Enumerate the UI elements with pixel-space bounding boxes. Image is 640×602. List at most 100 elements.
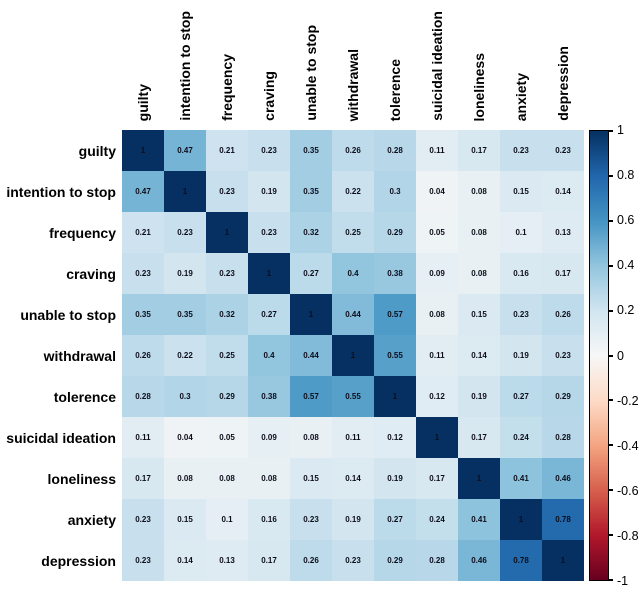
heatmap-cell: 0.23 — [500, 130, 542, 171]
row-labels: guilty intention to stop frequency craving u… — [0, 130, 116, 581]
heatmap-cell: 0.78 — [500, 540, 542, 581]
column-header-intention-to-stop: intention to stop — [164, 0, 206, 126]
heatmap-cell: 0.26 — [542, 294, 584, 335]
heatmap-cell: 0.3 — [164, 376, 206, 417]
heatmap-cell: 0.19 — [458, 376, 500, 417]
heatmap-cell: 0.35 — [122, 294, 164, 335]
heatmap-cell: 0.23 — [164, 212, 206, 253]
heatmap-cell: 0.17 — [122, 458, 164, 499]
column-header-guilty: guilty — [122, 0, 164, 126]
heatmap-cell: 0.19 — [332, 499, 374, 540]
heatmap-cell: 0.29 — [542, 376, 584, 417]
heatmap-cell: 0.47 — [164, 130, 206, 171]
column-header-unable-to-stop: unable to stop — [290, 0, 332, 126]
heatmap-cell: 0.19 — [248, 171, 290, 212]
column-headers: guilty intention to stop frequency craving u… — [122, 0, 584, 126]
colorbar-tick — [609, 534, 613, 537]
heatmap-cell: 0.16 — [500, 253, 542, 294]
row-label-withdrawal: withdrawal — [43, 347, 116, 364]
heatmap-cell: 0.05 — [416, 212, 458, 253]
heatmap-cell: 0.23 — [122, 540, 164, 581]
colorbar-tick-label: 0.2 — [617, 303, 635, 318]
column-header-label: suicidal ideation — [429, 11, 445, 121]
heatmap-cell: 0.23 — [500, 294, 542, 335]
heatmap-cell: 0.11 — [122, 417, 164, 458]
heatmap-cell: 0.55 — [332, 376, 374, 417]
column-header-frequency: frequency — [206, 0, 248, 126]
column-header-depression: depression — [542, 0, 584, 126]
column-header-label: loneliness — [471, 52, 487, 121]
heatmap-cell: 0.05 — [206, 417, 248, 458]
heatmap-cell: 0.14 — [458, 335, 500, 376]
heatmap-cell: 0.28 — [542, 417, 584, 458]
colorbar-tick-label: -0.8 — [617, 528, 639, 543]
column-header-label: withdrawal — [345, 48, 361, 121]
column-header-label: tolerence — [387, 58, 403, 121]
heatmap-cell: 0.15 — [458, 294, 500, 335]
heatmap-cell: 0.26 — [122, 335, 164, 376]
heatmap-cell: 0.23 — [248, 130, 290, 171]
heatmap-cell: 0.32 — [290, 212, 332, 253]
heatmap-cell: 0.15 — [500, 171, 542, 212]
heatmap-cell: 0.12 — [374, 417, 416, 458]
row-label-guilty: guilty — [78, 142, 116, 159]
heatmap-cell: 0.14 — [542, 171, 584, 212]
heatmap-cell: 0.08 — [458, 212, 500, 253]
heatmap-cell: 1 — [416, 417, 458, 458]
column-header-label: depression — [555, 46, 571, 121]
heatmap-cell: 0.04 — [416, 171, 458, 212]
heatmap-cell: 0.32 — [206, 294, 248, 335]
colorbar-tick — [609, 444, 613, 447]
row-label-depression: depression — [41, 552, 116, 569]
heatmap-cell: 0.57 — [290, 376, 332, 417]
row-label-craving: craving — [66, 265, 116, 282]
heatmap-cell: 1 — [206, 212, 248, 253]
heatmap-cell: 0.23 — [332, 540, 374, 581]
colorbar-tick-label: 1 — [617, 123, 624, 137]
heatmap-cell: 0.21 — [122, 212, 164, 253]
heatmap-cell: 0.09 — [248, 417, 290, 458]
colorbar-tick — [609, 309, 613, 312]
row-label-frequency: frequency — [49, 224, 116, 241]
heatmap-cell: 0.38 — [374, 253, 416, 294]
heatmap-cell: 0.08 — [164, 458, 206, 499]
heatmap-cell: 0.19 — [164, 253, 206, 294]
heatmap-cell: 0.1 — [500, 212, 542, 253]
column-header-label: intention to stop — [177, 11, 193, 121]
heatmap-cell: 0.19 — [500, 335, 542, 376]
column-header-label: frequency — [219, 54, 235, 121]
colorbar-tick-label: -1 — [617, 574, 629, 588]
heatmap-cell: 0.23 — [542, 130, 584, 171]
column-header-tolerence: tolerence — [374, 0, 416, 126]
heatmap-cell: 0.23 — [206, 171, 248, 212]
heatmap-cell: 0.16 — [248, 499, 290, 540]
heatmap-cell: 0.23 — [542, 335, 584, 376]
heatmap-cell: 0.27 — [500, 376, 542, 417]
colorbar-tick — [609, 579, 613, 581]
heatmap-cell: 0.08 — [248, 458, 290, 499]
colorbar — [589, 130, 613, 581]
row-label-suicidal-ideation: suicidal ideation — [6, 429, 116, 446]
row-label-unable-to-stop: unable to stop — [20, 306, 116, 323]
column-header-withdrawal: withdrawal — [332, 0, 374, 126]
heatmap-cell: 0.24 — [416, 499, 458, 540]
heatmap-grid: 1 0.47 0.21 0.23 0.35 0.26 0.28 0.11 0.17 0.23 0.2… — [122, 130, 584, 581]
colorbar-tick — [609, 264, 613, 267]
heatmap-cell: 0.19 — [374, 458, 416, 499]
heatmap-cell: 0.11 — [416, 130, 458, 171]
heatmap-cell: 0.17 — [458, 417, 500, 458]
heatmap-cell: 0.08 — [416, 294, 458, 335]
heatmap-cell: 0.04 — [164, 417, 206, 458]
colorbar-tick-label: 0.6 — [617, 213, 635, 228]
heatmap-cell: 0.23 — [290, 499, 332, 540]
heatmap-cell: 0.29 — [374, 540, 416, 581]
heatmap-cell: 0.44 — [290, 335, 332, 376]
heatmap-cell: 0.12 — [416, 376, 458, 417]
heatmap-cell: 0.21 — [206, 130, 248, 171]
heatmap-cell: 0.13 — [542, 212, 584, 253]
colorbar-tick — [609, 354, 613, 357]
heatmap-cell: 0.25 — [206, 335, 248, 376]
colorbar-tick-label: -0.2 — [617, 393, 639, 408]
heatmap-cell: 0.1 — [206, 499, 248, 540]
